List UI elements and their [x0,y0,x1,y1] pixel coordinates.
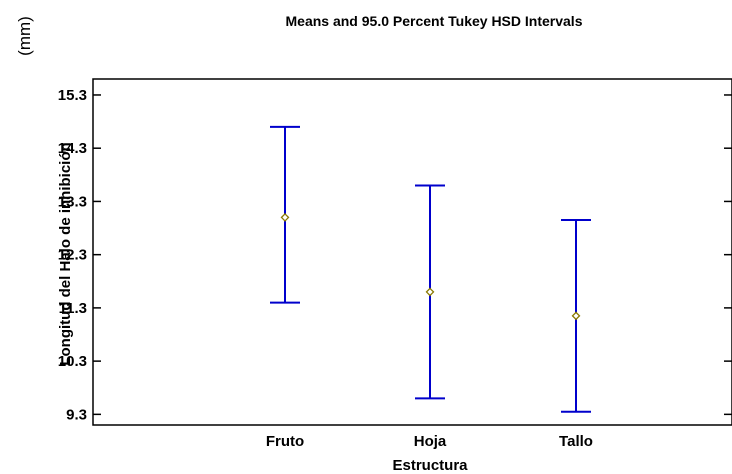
x-tick-label: Fruto [266,433,304,450]
mean-marker [280,212,290,222]
y-axis-ticks: 15.3 14.3 13.3 12.3 11.3 10.3 9.3 [58,87,732,423]
mean-marker [425,287,435,297]
y-tick-label: 14.3 [58,140,87,157]
y-tick-label: 11.3 [59,300,87,317]
x-axis-ticks: Fruto Hoja Tallo [266,433,593,450]
x-tick-label: Hoja [414,433,447,450]
x-tick-label: Tallo [559,433,593,450]
y-tick-label: 9.3 [66,406,87,423]
mean-marker [571,311,581,321]
y-tick-label: 12.3 [58,247,87,264]
y-tick-label: 15.3 [58,87,87,104]
plot-frame [92,78,732,426]
y-axis-label: Longitud del Halo de inhibición [57,142,74,365]
y-tick-label: 10.3 [58,353,87,370]
interval-series [270,125,591,413]
y-tick-label: 13.3 [58,193,87,210]
chart-title: Means and 95.0 Percent Tukey HSD Interva… [286,13,583,29]
unit-label: (mm) [15,16,34,56]
x-axis-label: Estructura [392,457,468,474]
